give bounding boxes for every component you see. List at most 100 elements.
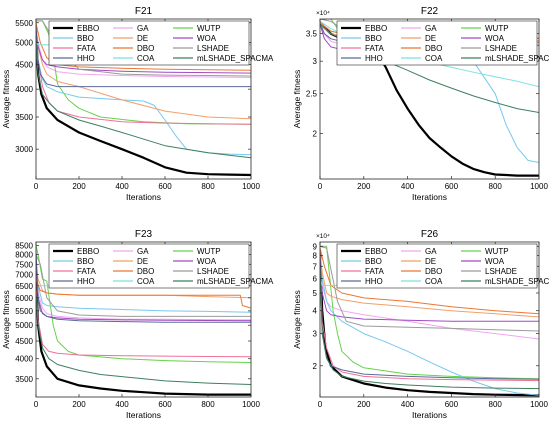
- legend-label: BBO: [365, 257, 382, 266]
- x-axis-label: Iterations: [412, 410, 447, 420]
- axes-frame: [319, 241, 540, 398]
- legend-label: DE: [425, 34, 436, 43]
- legend-label: BBO: [77, 257, 94, 266]
- series-line-de: [36, 30, 251, 120]
- legend-label: HHO: [365, 54, 383, 63]
- x-axis-label: Iterations: [126, 410, 161, 420]
- series-line-ebbo: [36, 30, 251, 177]
- axes-frame: [319, 18, 540, 180]
- y-tick-label: 4500: [15, 337, 33, 346]
- legend-box: [48, 20, 250, 66]
- series-line-hho: [36, 250, 251, 323]
- series-line-ebbo: [36, 274, 251, 396]
- legend-label: GA: [137, 24, 149, 33]
- x-tick-label: 1000: [530, 182, 548, 191]
- legend-box: [336, 20, 538, 66]
- legend-label: FATA: [77, 267, 96, 276]
- x-tick-label: 600: [158, 400, 172, 409]
- series-line-fata: [320, 266, 539, 382]
- series-line-woa: [320, 255, 539, 322]
- series-line-lshade: [36, 20, 251, 77]
- legend-label: WOA: [485, 34, 505, 43]
- x-tick-label: 600: [445, 400, 459, 409]
- chart-panel: 0 200 400 600 800 1000 3500 4000 4500 5000 5500 600…: [1, 229, 274, 420]
- series-line-mlshade-spacma: [36, 42, 251, 159]
- chart-title: F23: [135, 229, 153, 240]
- y-tick-label: 3500: [15, 113, 33, 122]
- legend-label: LSHADE: [485, 44, 517, 53]
- y-tick-label: 8500: [15, 241, 33, 250]
- legend-label: GA: [425, 24, 437, 33]
- legend-label: mLSHADE_SPACMA: [485, 54, 550, 63]
- legend-box: [336, 243, 538, 289]
- legend-label: DBO: [425, 44, 442, 53]
- series-line-ebbo: [320, 250, 539, 397]
- legend-label: mLSHADE_SPACMA: [485, 277, 550, 286]
- x-tick-label: 600: [445, 182, 459, 191]
- series-line-dbo: [320, 247, 539, 315]
- series-line-wutp: [320, 245, 539, 380]
- legend-label: LSHADE: [197, 44, 229, 53]
- x-tick-label: 400: [401, 182, 415, 191]
- legend: EBBO GA WUTP BBO DE WOA FATA DBO LSHADE HHO COA mLS…: [48, 20, 274, 66]
- legend: EBBO GA WUTP BBO DE WOA FATA DBO LSHADE HHO COA mLS…: [48, 243, 274, 289]
- x-tick-label: 1000: [242, 400, 260, 409]
- legend-label: mLSHADE_SPACMA: [197, 277, 274, 286]
- x-tick-label: 600: [158, 182, 172, 191]
- legend-label: HHO: [365, 277, 383, 286]
- chart-panel: 0 200 400 600 800 1000 2 2.5 3 3.5 ×10⁴ F22 Iteratio…: [292, 6, 550, 202]
- legend-label: EBBO: [365, 24, 387, 33]
- legend-label: WUTP: [197, 247, 221, 256]
- y-tick-label: 5000: [15, 321, 33, 330]
- y-tick-label: 2: [313, 362, 318, 371]
- series-line-dbo: [36, 22, 251, 71]
- series-line-bbo: [320, 255, 539, 396]
- chart-panel: 0 200 400 600 800 1000 2 3 4 5 6 789 ×10⁴ F26 Iteratio…: [292, 229, 550, 420]
- series-line-lshade: [36, 254, 251, 317]
- legend: EBBO GA WUTP BBO DE WOA FATA DBO LSHADE HHO COA mLS…: [336, 20, 550, 66]
- series-line-ga: [36, 264, 251, 321]
- legend-label: WUTP: [485, 24, 509, 33]
- y-tick-exponent: ×10⁴: [316, 10, 330, 17]
- x-tick-label: 800: [201, 182, 215, 191]
- legend: EBBO GA WUTP BBO DE WOA FATA DBO LSHADE HHO COA mLS…: [336, 243, 550, 289]
- y-tick-label: 2.5: [306, 90, 318, 99]
- chart-title: F21: [135, 6, 153, 17]
- x-tick-label: 0: [34, 400, 39, 409]
- x-tick-label: 0: [318, 182, 323, 191]
- y-tick-label: 4: [313, 307, 318, 316]
- legend-label: EBBO: [365, 247, 387, 256]
- legend-label: BBO: [77, 34, 94, 43]
- x-tick-label: 200: [357, 182, 371, 191]
- x-tick-label: 200: [72, 400, 86, 409]
- axes-frame: [35, 241, 252, 398]
- series-line-fata: [36, 285, 251, 358]
- series-line-mlshade-spacma: [320, 266, 539, 390]
- y-axis-label: Average fitness: [292, 290, 302, 348]
- legend-label: DE: [137, 34, 148, 43]
- y-tick-label: 5500: [15, 19, 33, 28]
- legend-label: COA: [425, 277, 443, 286]
- chart-title: F26: [421, 229, 439, 240]
- legend-label: DE: [137, 257, 148, 266]
- x-tick-label: 1000: [242, 182, 260, 191]
- y-tick-label: 5: [313, 289, 318, 298]
- y-tick-label: 6: [313, 275, 318, 284]
- legend-label: WOA: [485, 257, 505, 266]
- legend-label: FATA: [365, 267, 384, 276]
- y-tick-label: 2: [313, 130, 318, 139]
- legend-label: FATA: [77, 44, 96, 53]
- legend-label: EBBO: [77, 247, 99, 256]
- x-tick-label: 400: [115, 182, 129, 191]
- legend-label: DBO: [425, 267, 442, 276]
- y-tick-label: 4000: [15, 85, 33, 94]
- y-tick-label: 9: [313, 242, 318, 251]
- legend-label: FATA: [365, 44, 384, 53]
- y-tick-label: 7500: [15, 260, 33, 269]
- series-line-wutp: [36, 245, 251, 363]
- y-axis-label: Average fitness: [1, 70, 11, 128]
- x-tick-label: 200: [72, 182, 86, 191]
- y-tick-label: 3000: [15, 145, 33, 154]
- series-line-ga: [320, 255, 539, 340]
